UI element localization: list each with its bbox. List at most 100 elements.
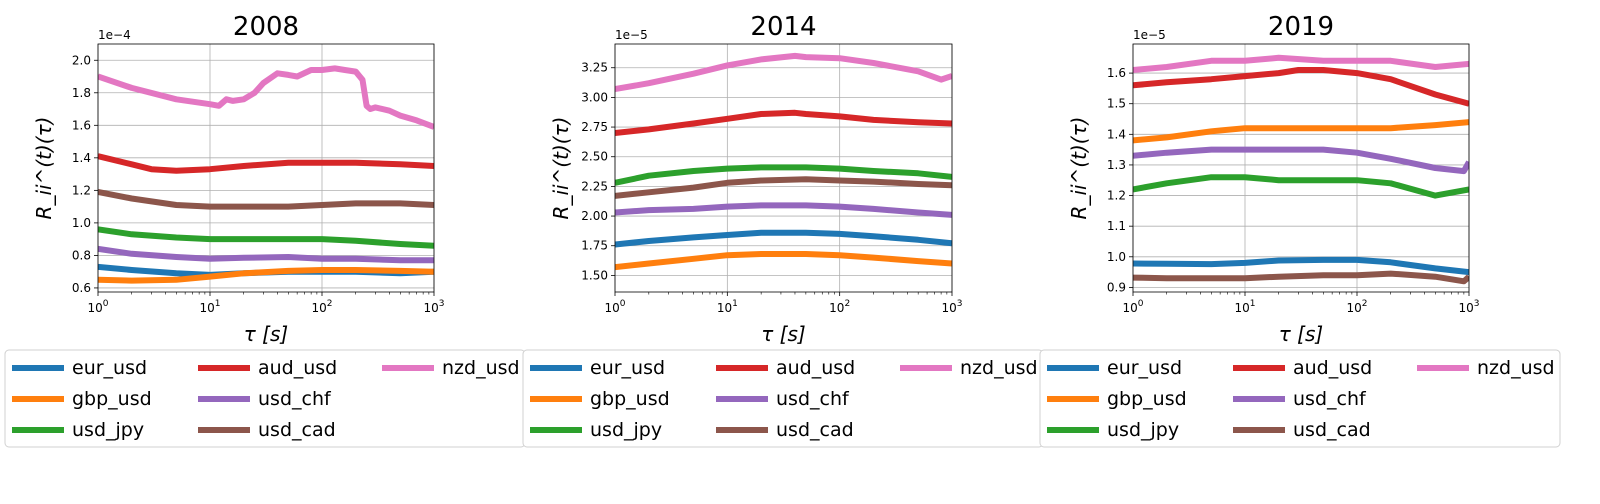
legend-label-usd_jpy: usd_jpy — [72, 419, 144, 441]
y-tick-label: 1.4 — [1107, 127, 1126, 141]
series-line-aud_usd — [615, 109, 952, 136]
x-tick-label: 102 — [311, 299, 332, 315]
axes-frame — [97, 43, 435, 293]
y-tick-label: 3.25 — [581, 61, 608, 75]
legend-label-usd_chf: usd_chf — [776, 388, 850, 410]
legend-label-usd_jpy: usd_jpy — [1107, 419, 1179, 441]
legend-label-gbp_usd: gbp_usd — [1107, 388, 1187, 410]
legend-label-eur_usd: eur_usd — [1107, 357, 1182, 379]
series-line-usd_cad — [1133, 270, 1469, 285]
x-tick-label: 101 — [199, 299, 220, 315]
series-line-usd_jpy — [1133, 174, 1469, 199]
series-line-gbp_usd — [615, 251, 952, 271]
y-axis-label: R_ii^(t)(τ) — [1067, 117, 1091, 220]
y-tick-label: 1.1 — [1107, 219, 1126, 233]
chart-panel-2014: 1.50 1.75 2.00 2.25 2.50 2.75 3.00 3.25 100 101 10… — [522, 12, 1044, 448]
legend-label-usd_chf: usd_chf — [258, 388, 332, 410]
legend-label-gbp_usd: gbp_usd — [72, 388, 152, 410]
y-tick-label: 1.0 — [1107, 250, 1126, 264]
x-tick-label: 103 — [423, 299, 444, 315]
y-tick-label: 2.00 — [581, 209, 608, 223]
series-line-usd_jpy — [615, 164, 952, 186]
series-line-nzd_usd — [98, 65, 434, 130]
y-offset-label: 1e−5 — [1133, 28, 1166, 42]
legend-label-aud_usd: aud_usd — [258, 357, 337, 379]
legend-label-usd_cad: usd_cad — [1293, 419, 1371, 441]
legend-label-usd_chf: usd_chf — [1293, 388, 1367, 410]
y-tick-label: 3.00 — [581, 90, 608, 104]
legend-box — [1039, 349, 1561, 448]
x-tick-label: 102 — [829, 299, 850, 315]
legend-label-usd_cad: usd_cad — [258, 419, 336, 441]
legend-label-nzd_usd: nzd_usd — [1477, 357, 1555, 379]
y-tick-label: 1.75 — [581, 239, 608, 253]
series-line-usd_cad — [98, 189, 434, 210]
legend-label-eur_usd: eur_usd — [72, 357, 147, 379]
legend-label-aud_usd: aud_usd — [776, 357, 855, 379]
x-axis-label: τ [s] — [244, 322, 288, 346]
series-line-gbp_usd — [98, 267, 434, 284]
y-tick-label: 1.6 — [1107, 66, 1126, 80]
legend: eur_usd gbp_usd usd_jpy aud_usd usd_chf usd_c… — [4, 349, 526, 448]
x-axis-label: τ [s] — [1279, 322, 1323, 346]
legend: eur_usd gbp_usd usd_jpy aud_usd usd_chf usd_c… — [522, 349, 1044, 448]
series-line-eur_usd — [1133, 256, 1469, 276]
series-line-usd_chf — [1133, 146, 1469, 175]
legend-label-aud_usd: aud_usd — [1293, 357, 1372, 379]
y-tick-label: 0.9 — [1107, 280, 1126, 294]
axes-frame — [614, 43, 953, 293]
x-tick-label: 101 — [1234, 299, 1255, 315]
x-tick-label: 100 — [1122, 299, 1143, 315]
y-tick-label: 2.0 — [72, 53, 91, 67]
legend-label-nzd_usd: nzd_usd — [442, 357, 520, 379]
y-tick-label: 2.50 — [581, 150, 608, 164]
x-tick-label: 101 — [717, 299, 738, 315]
chart-title: 2014 — [750, 12, 816, 42]
series-line-usd_chf — [98, 245, 434, 264]
y-tick-label: 1.0 — [72, 216, 91, 230]
series-line-usd_jpy — [98, 226, 434, 249]
y-tick-label: 1.5 — [1107, 97, 1126, 111]
y-tick-label: 0.8 — [72, 248, 91, 262]
x-tick-label: 102 — [1346, 299, 1367, 315]
y-tick-label: 1.4 — [72, 151, 91, 165]
y-tick-label: 1.8 — [72, 86, 91, 100]
legend-label-usd_cad: usd_cad — [776, 419, 854, 441]
series-line-aud_usd — [1133, 67, 1469, 107]
y-tick-label: 2.25 — [581, 179, 608, 193]
chart-title: 2019 — [1268, 12, 1334, 42]
chart-panel-2019: 0.9 1.0 1.1 1.2 1.3 1.4 1.5 1.6 100 101 102 103 2019… — [1039, 12, 1561, 448]
y-axis-label: R_ii^(t)(τ) — [32, 117, 56, 220]
chart-title: 2008 — [233, 12, 299, 42]
y-axis-label: R_ii^(t)(τ) — [549, 117, 573, 220]
y-tick-label: 1.2 — [1107, 189, 1126, 203]
x-axis-label: τ [s] — [761, 322, 805, 346]
legend-label-gbp_usd: gbp_usd — [590, 388, 670, 410]
legend-label-nzd_usd: nzd_usd — [960, 357, 1038, 379]
axes-frame — [1132, 43, 1470, 293]
y-tick-label: 0.6 — [72, 281, 91, 295]
series-line-gbp_usd — [1133, 119, 1469, 144]
legend: eur_usd gbp_usd usd_jpy aud_usd usd_chf usd_c… — [1039, 349, 1561, 448]
y-tick-label: 1.50 — [581, 268, 608, 282]
y-tick-label: 1.3 — [1107, 158, 1126, 172]
series-line-nzd_usd — [615, 52, 952, 93]
x-tick-label: 103 — [1458, 299, 1479, 315]
y-offset-label: 1e−5 — [615, 28, 648, 42]
legend-label-eur_usd: eur_usd — [590, 357, 665, 379]
series-line-aud_usd — [98, 153, 434, 174]
y-tick-label: 1.6 — [72, 118, 91, 132]
legend-label-usd_jpy: usd_jpy — [590, 419, 662, 441]
series-line-usd_cad — [615, 176, 952, 199]
x-tick-label: 100 — [604, 299, 625, 315]
y-tick-label: 2.75 — [581, 120, 608, 134]
x-tick-label: 103 — [941, 299, 962, 315]
series-line-eur_usd — [615, 229, 952, 248]
series-line-nzd_usd — [1133, 54, 1469, 73]
chart-panel-2008: 0.6 0.8 1.0 1.2 1.4 1.6 1.8 2.0 100 101 102 103 2008… — [4, 12, 526, 448]
y-tick-label: 1.2 — [72, 183, 91, 197]
x-tick-label: 100 — [87, 299, 108, 315]
y-offset-label: 1e−4 — [98, 28, 131, 42]
